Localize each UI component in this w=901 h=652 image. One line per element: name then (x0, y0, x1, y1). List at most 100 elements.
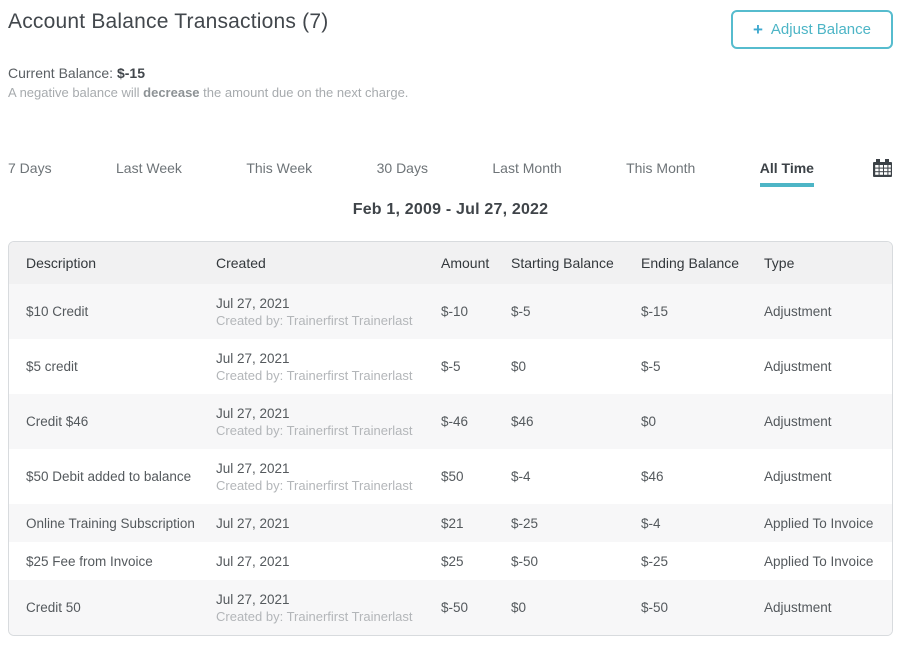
tab-this-week[interactable]: This Week (246, 160, 312, 187)
date-range: Feb 1, 2009 - Jul 27, 2022 (352, 201, 549, 218)
cell-created: Jul 27, 2021 Created by: Trainerfirst Tr… (216, 351, 441, 383)
table-row: $10 Credit Jul 27, 2021 Created by: Trai… (9, 284, 892, 339)
cell-description: Online Training Subscription (26, 515, 195, 531)
adjust-balance-label: Adjust Balance (770, 21, 871, 38)
account-balance-page: Account Balance Transactions (7) + Adjus… (8, 10, 893, 636)
cell-ending-balance: $-25 (641, 553, 669, 569)
created-date: Jul 27, 2021 (216, 515, 290, 531)
cell-created: Jul 27, 2021 Created by: Trainerfirst Tr… (216, 461, 441, 493)
cell-type: Adjustment (764, 600, 832, 615)
cell-amount: $21 (441, 515, 464, 531)
tab-last-week[interactable]: Last Week (116, 160, 182, 187)
cell-starting-balance: $46 (511, 414, 534, 429)
cell-description: $25 Fee from Invoice (26, 553, 153, 569)
cell-type: Adjustment (764, 304, 832, 319)
table-body: $10 Credit Jul 27, 2021 Created by: Trai… (9, 284, 892, 635)
filter-tab-label: All Time (759, 160, 814, 176)
table-header-row: Description Created Amount Starting Bala… (9, 242, 892, 284)
col-created: Created (216, 255, 266, 271)
cell-description: $50 Debit added to balance (26, 469, 192, 484)
created-date: Jul 27, 2021 (216, 591, 290, 607)
col-ending-balance: Ending Balance (641, 255, 740, 271)
created-date: Jul 27, 2021 (216, 350, 290, 366)
filter-tab-label: 30 Days (376, 160, 428, 176)
calendar-button[interactable] (872, 158, 893, 184)
calendar-icon (873, 159, 892, 177)
filter-bar: 7 Days Last Week This Week 30 Days Last … (8, 158, 893, 187)
col-description: Description (26, 255, 97, 271)
cell-description: $10 Credit (26, 304, 89, 319)
cell-ending-balance: $46 (641, 469, 664, 484)
balance-note: A negative balance will decrease the amo… (8, 85, 893, 100)
filter-tab-label: This Month (626, 160, 696, 176)
page-title: Account Balance Transactions (7) (8, 10, 329, 33)
cell-type: Adjustment (764, 359, 832, 374)
cell-description: $5 credit (26, 359, 78, 374)
cell-amount: $25 (441, 553, 464, 569)
created-date: Jul 27, 2021 (216, 460, 290, 476)
cell-starting-balance: $-4 (511, 469, 531, 484)
tab-last-month[interactable]: Last Month (492, 160, 561, 187)
cell-type: Adjustment (764, 469, 832, 484)
filter-tabs: 7 Days Last Week This Week 30 Days Last … (8, 160, 814, 187)
current-balance-line: Current Balance: $-15 (8, 65, 893, 81)
cell-starting-balance: $-25 (511, 515, 539, 531)
cell-amount: $-46 (441, 414, 469, 429)
current-balance-label: Current Balance: (8, 65, 114, 81)
cell-type: Adjustment (764, 414, 832, 429)
cell-type: Applied To Invoice (764, 515, 874, 531)
cell-starting-balance: $0 (511, 600, 527, 615)
filter-tab-label: 7 Days (8, 160, 52, 176)
filter-tab-label: Last Month (492, 160, 562, 176)
created-by: Created by: Trainerfirst Trainerlast (216, 312, 413, 328)
cell-amount: $-10 (441, 304, 469, 319)
col-amount: Amount (441, 255, 490, 271)
col-type: Type (764, 255, 795, 271)
cell-ending-balance: $0 (641, 414, 657, 429)
table-row: Credit 50 Jul 27, 2021 Created by: Train… (9, 580, 892, 635)
cell-created: Jul 27, 2021 Created by: Trainerfirst Tr… (216, 592, 441, 624)
current-balance-value: $-15 (116, 65, 145, 81)
cell-amount: $-5 (441, 359, 461, 374)
tab-this-month[interactable]: This Month (626, 160, 695, 187)
cell-created: Jul 27, 2021 (216, 516, 441, 531)
transactions-table: Description Created Amount Starting Bala… (8, 241, 893, 636)
cell-starting-balance: $-5 (511, 304, 531, 319)
cell-created: Jul 27, 2021 Created by: Trainerfirst Tr… (216, 296, 441, 328)
tab-30-days[interactable]: 30 Days (377, 160, 428, 187)
cell-description: Credit 50 (26, 600, 81, 615)
cell-ending-balance: $-5 (641, 359, 661, 374)
cell-type: Applied To Invoice (764, 553, 874, 569)
tab-7-days[interactable]: 7 Days (8, 160, 52, 187)
table-row: $50 Debit added to balance Jul 27, 2021 … (9, 449, 892, 504)
cell-created: Jul 27, 2021 (216, 554, 441, 569)
filter-tab-label: This Week (246, 160, 313, 176)
cell-amount: $-50 (441, 600, 469, 615)
col-starting-balance: Starting Balance (511, 255, 614, 271)
filter-tab-label: Last Week (116, 160, 182, 176)
tab-all-time[interactable]: All Time (759, 160, 814, 187)
balance-summary: Current Balance: $-15 A negative balance… (8, 65, 893, 100)
created-by: Created by: Trainerfirst Trainerlast (216, 608, 413, 624)
cell-starting-balance: $0 (511, 359, 527, 374)
cell-amount: $50 (441, 469, 464, 484)
page-header: Account Balance Transactions (7) + Adjus… (8, 10, 893, 49)
table-row: Credit $46 Jul 27, 2021 Created by: Trai… (9, 394, 892, 449)
created-date: Jul 27, 2021 (216, 295, 290, 311)
table-row: Online Training Subscription Jul 27, 202… (9, 504, 892, 542)
cell-starting-balance: $-50 (511, 553, 539, 569)
cell-ending-balance: $-15 (641, 304, 669, 319)
cell-ending-balance: $-4 (641, 515, 661, 531)
cell-created: Jul 27, 2021 Created by: Trainerfirst Tr… (216, 406, 441, 438)
table-row: $5 credit Jul 27, 2021 Created by: Train… (9, 339, 892, 394)
created-by: Created by: Trainerfirst Trainerlast (216, 477, 413, 493)
balance-note-suffix: the amount due on the next charge. (199, 85, 409, 100)
created-by: Created by: Trainerfirst Trainerlast (216, 422, 413, 438)
table-row: $25 Fee from Invoice Jul 27, 2021 $25 $-… (9, 542, 892, 580)
balance-note-bold: decrease (143, 85, 200, 100)
adjust-balance-button[interactable]: + Adjust Balance (730, 10, 893, 49)
balance-note-prefix: A negative balance will (8, 85, 144, 100)
cell-ending-balance: $-50 (641, 600, 669, 615)
created-date: Jul 27, 2021 (216, 553, 290, 569)
created-date: Jul 27, 2021 (216, 405, 290, 421)
